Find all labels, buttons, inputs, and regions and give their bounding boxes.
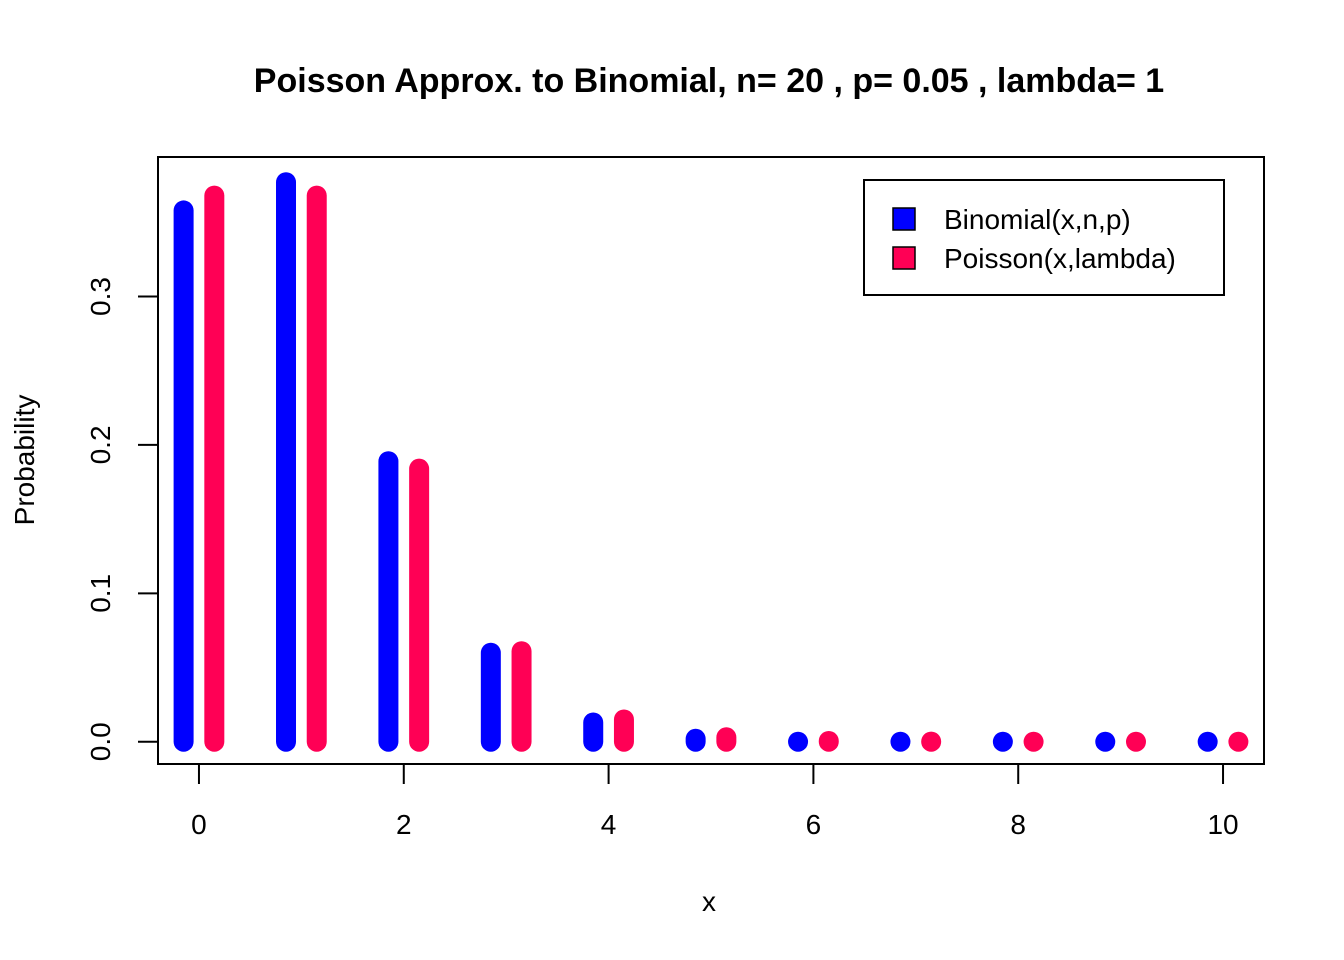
x-tick-label: 6 [806, 809, 822, 840]
x-tick-label: 2 [396, 809, 412, 840]
legend-key-binomial [892, 207, 916, 231]
y-axis-title: Probability [9, 395, 40, 526]
y-tick-label: 0.1 [85, 574, 116, 613]
legend: Binomial(x,n,p) Poisson(x,lambda) [863, 179, 1225, 296]
bars-layer [173, 172, 1249, 752]
x-tick-label: 0 [191, 809, 207, 840]
legend-key-poisson [892, 246, 916, 270]
y-tick-label: 0.0 [85, 722, 116, 761]
x-axis-title: x [702, 886, 716, 917]
y-axis: 0.0 0.1 0.2 0.3 [85, 277, 159, 761]
x-tick-label: 4 [601, 809, 617, 840]
chart-title: Poisson Approx. to Binomial, n= 20 , p= … [254, 62, 1164, 100]
y-tick-label: 0.2 [85, 425, 116, 464]
legend-label-binomial: Binomial(x,n,p) [944, 204, 1131, 235]
y-tick-label: 0.3 [85, 277, 116, 316]
x-tick-label: 8 [1010, 809, 1026, 840]
legend-box [863, 179, 1225, 296]
legend-label-poisson: Poisson(x,lambda) [944, 243, 1176, 274]
x-tick-label: 10 [1207, 809, 1238, 840]
x-axis: 0 2 4 6 8 10 [191, 763, 1239, 840]
